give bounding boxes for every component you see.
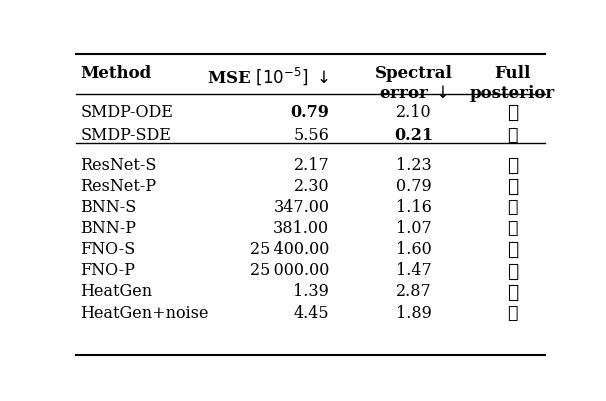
Text: ResNet-P: ResNet-P: [81, 178, 156, 195]
Text: Spectral
error $\downarrow$: Spectral error $\downarrow$: [375, 65, 453, 101]
Text: 4.45: 4.45: [294, 304, 330, 321]
Text: ✓: ✓: [507, 220, 518, 237]
Text: 347.00: 347.00: [273, 199, 330, 216]
Text: ✗: ✗: [507, 283, 518, 301]
Text: ✓: ✓: [507, 199, 518, 216]
Text: ✗: ✗: [507, 178, 518, 196]
Text: 0.79: 0.79: [290, 104, 330, 121]
Text: ✗: ✗: [507, 241, 518, 259]
Text: ResNet-S: ResNet-S: [81, 157, 157, 174]
Text: 381.00: 381.00: [273, 220, 330, 237]
Text: 2.30: 2.30: [294, 178, 330, 195]
Text: 1.07: 1.07: [396, 220, 431, 237]
Text: 1.47: 1.47: [396, 262, 431, 279]
Text: 25 400.00: 25 400.00: [250, 241, 330, 258]
Text: 2.10: 2.10: [396, 104, 431, 121]
Text: ✗: ✗: [507, 157, 518, 175]
Text: SMDP-SDE: SMDP-SDE: [81, 127, 171, 144]
Text: ✓: ✓: [507, 304, 518, 321]
Text: ✓: ✓: [507, 127, 518, 144]
Text: BNN-S: BNN-S: [81, 199, 137, 216]
Text: 1.23: 1.23: [396, 157, 431, 174]
Text: HeatGen+noise: HeatGen+noise: [81, 304, 209, 321]
Text: HeatGen: HeatGen: [81, 283, 153, 300]
Text: 5.56: 5.56: [293, 127, 330, 144]
Text: 25 000.00: 25 000.00: [250, 262, 330, 279]
Text: ✗: ✗: [507, 262, 518, 280]
Text: 2.17: 2.17: [294, 157, 330, 174]
Text: Method: Method: [81, 65, 152, 82]
Text: 2.87: 2.87: [396, 283, 431, 300]
Text: BNN-P: BNN-P: [81, 220, 136, 237]
Text: 1.60: 1.60: [396, 241, 431, 258]
Text: FNO-P: FNO-P: [81, 262, 136, 279]
Text: SMDP-ODE: SMDP-ODE: [81, 104, 173, 121]
Text: 1.89: 1.89: [396, 304, 432, 321]
Text: MSE $[10^{-5}]$ $\downarrow$: MSE $[10^{-5}]$ $\downarrow$: [207, 65, 330, 87]
Text: ✗: ✗: [507, 104, 518, 122]
Text: 1.39: 1.39: [293, 283, 330, 300]
Text: Full
posterior: Full posterior: [470, 65, 555, 101]
Text: 0.21: 0.21: [395, 127, 433, 144]
Text: 1.16: 1.16: [396, 199, 432, 216]
Text: 0.79: 0.79: [396, 178, 431, 195]
Text: FNO-S: FNO-S: [81, 241, 136, 258]
